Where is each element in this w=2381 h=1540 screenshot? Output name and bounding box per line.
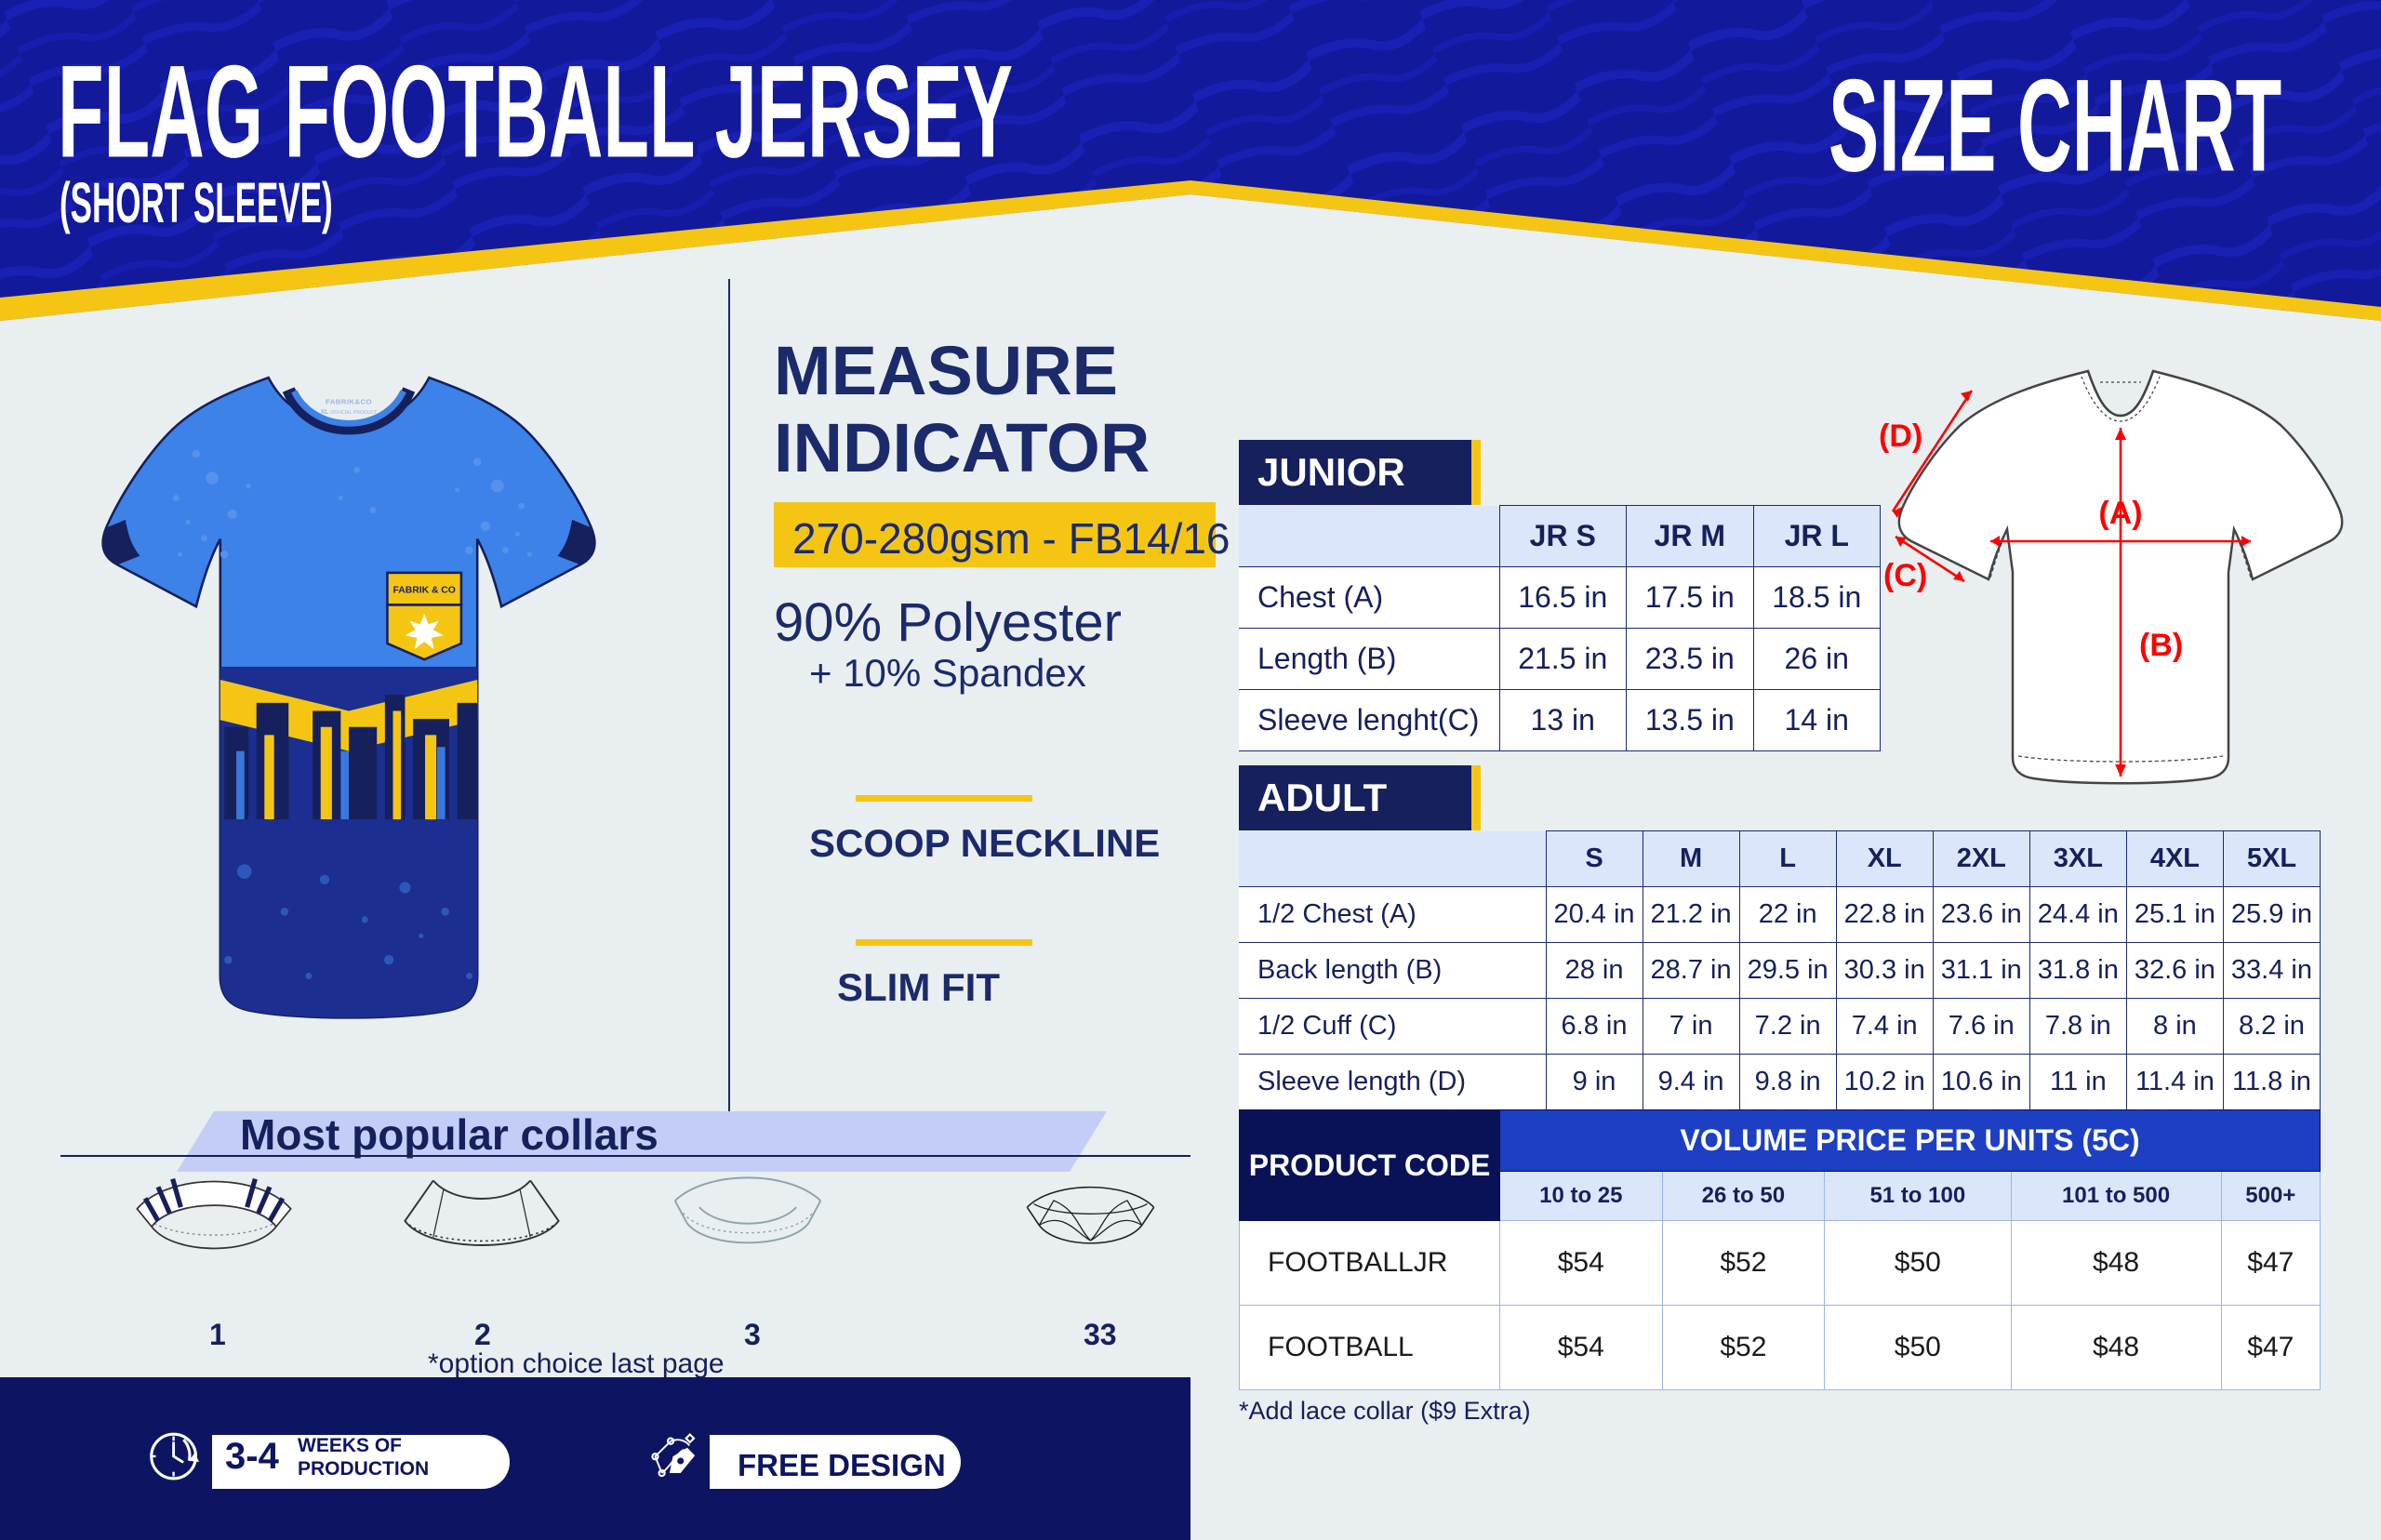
svg-text:(C): (C) [1883,558,1927,593]
svg-text:(B): (B) [2139,628,2183,663]
svg-text:XL OFFICIAL PRODUCT: XL OFFICIAL PRODUCT [321,409,379,416]
svg-text:FABRIK&CO: FABRIK&CO [326,398,372,406]
svg-text:(D): (D) [1879,418,1922,454]
svg-text:FABRIK & CO: FABRIK & CO [393,586,456,596]
